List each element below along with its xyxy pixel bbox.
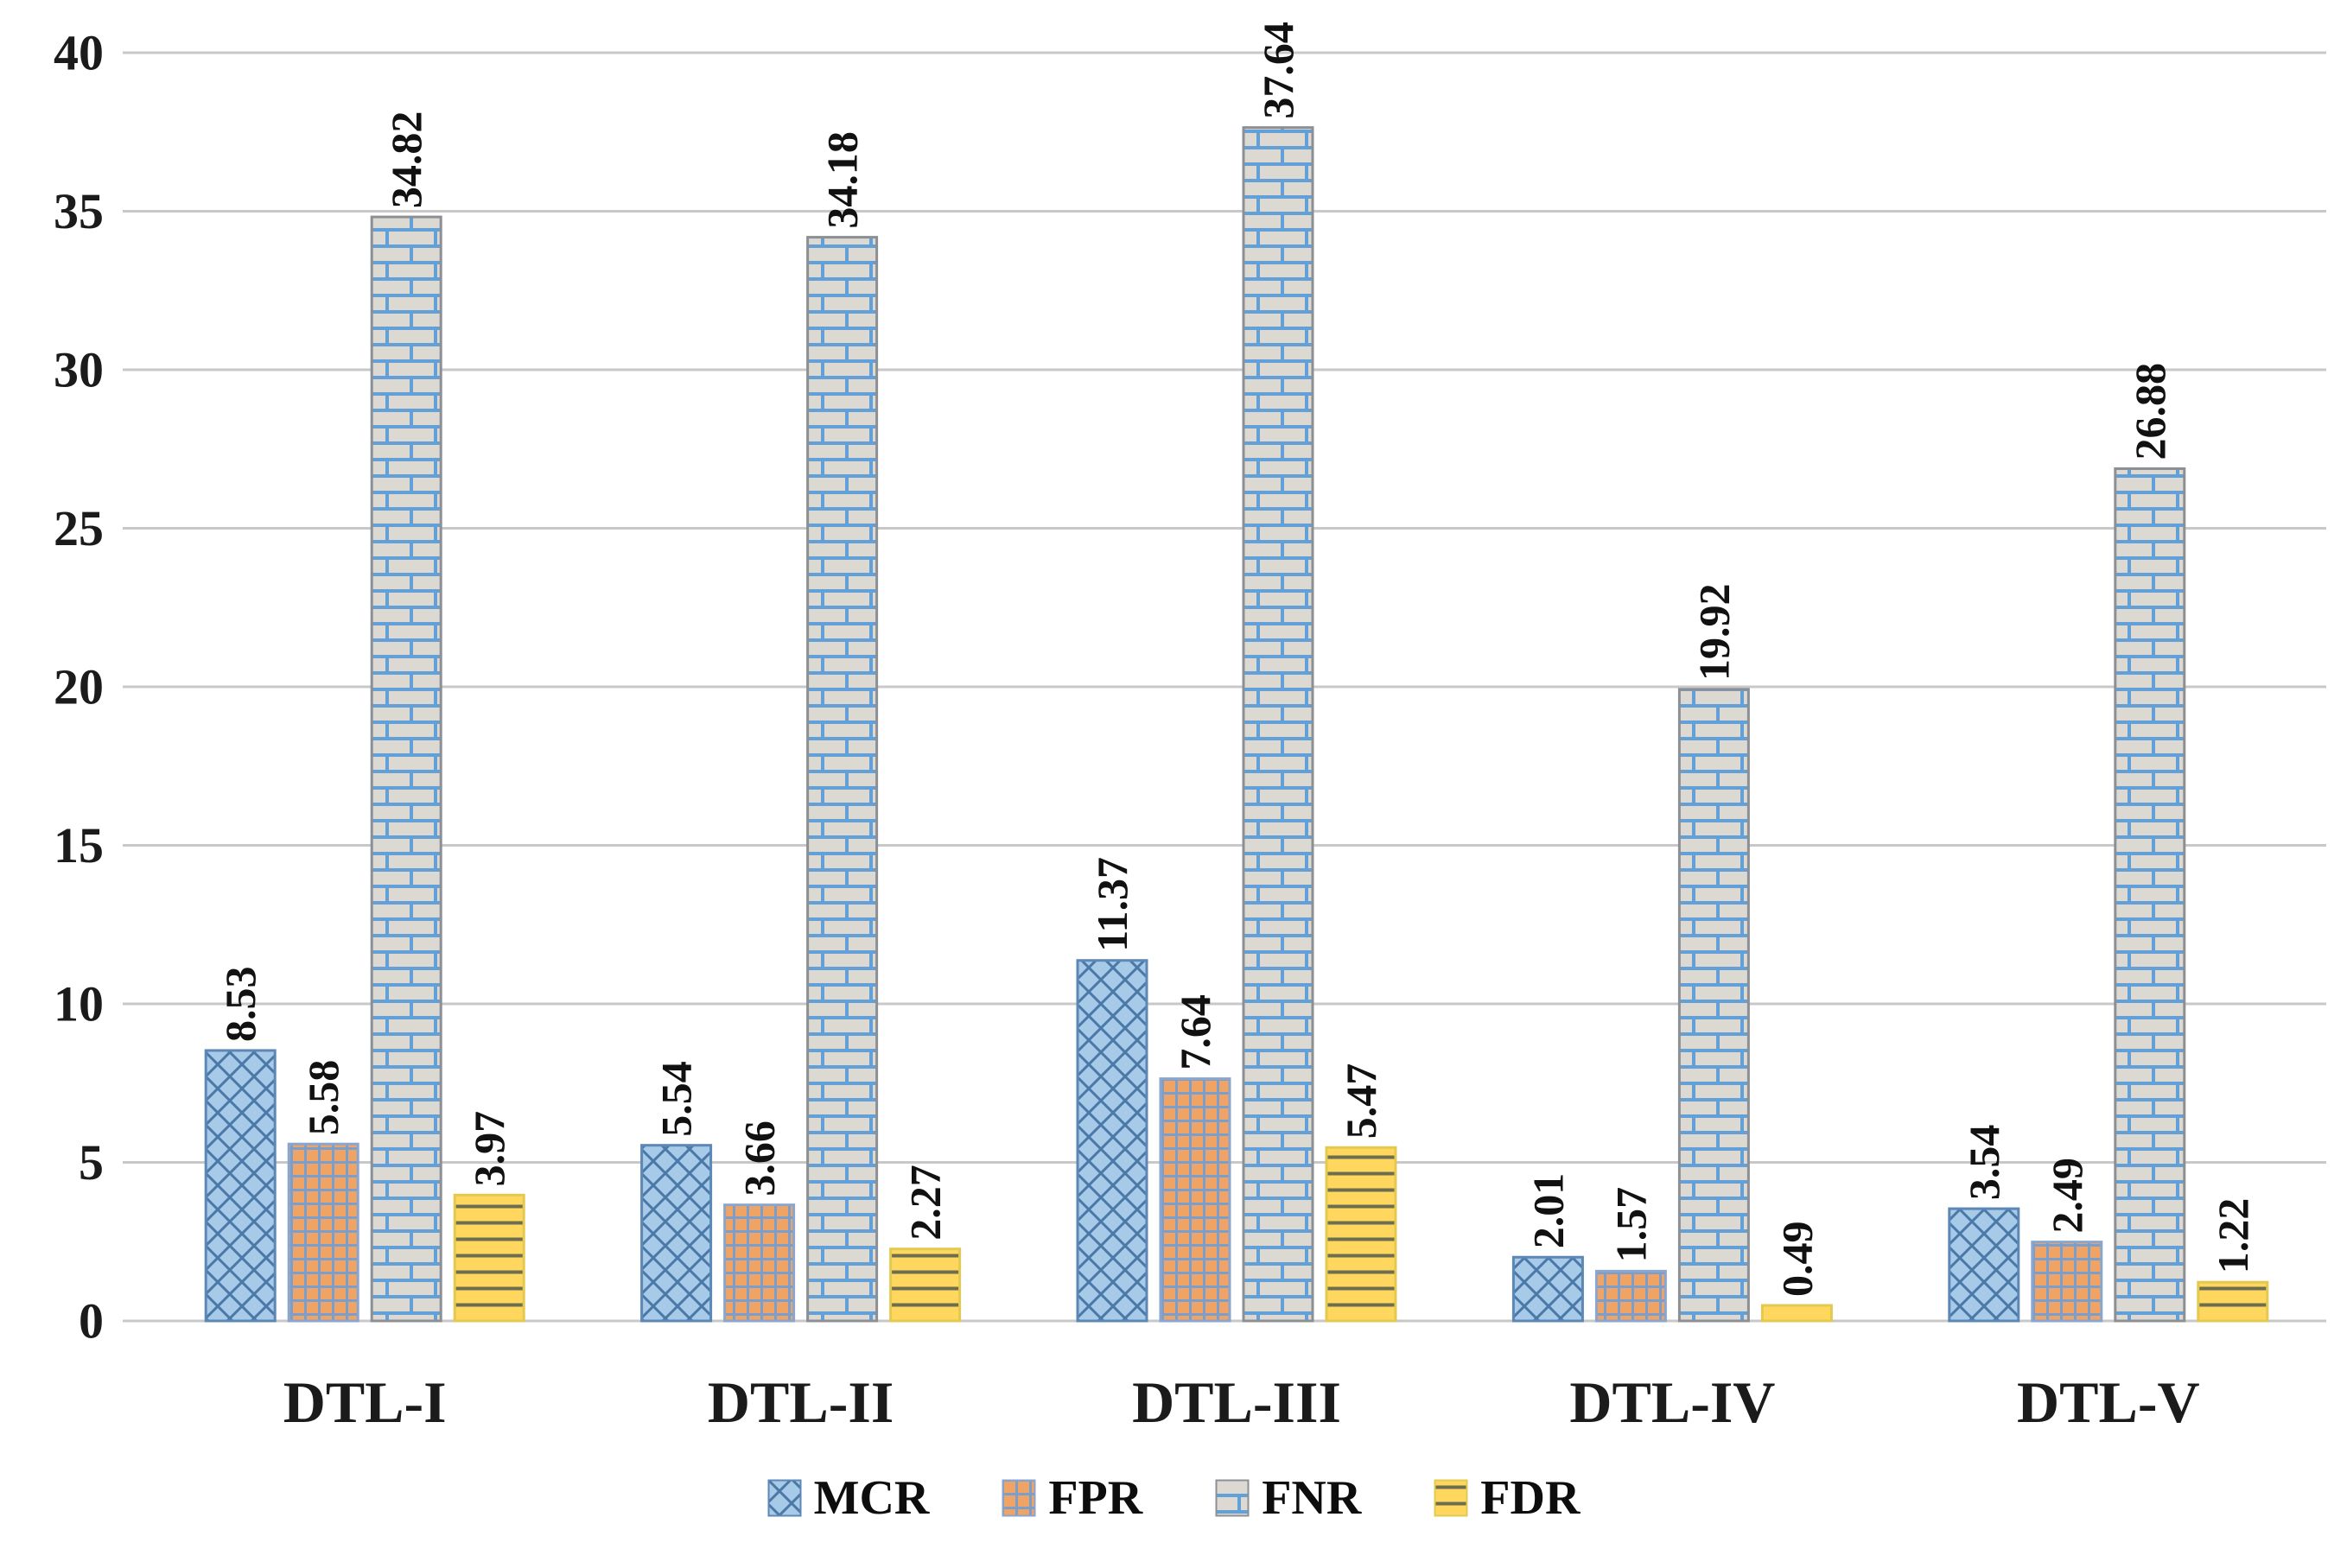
- bar-value-label-fdr-dtl-iii: 5.47: [1337, 1063, 1385, 1139]
- bar-value-label-fpr-dtl-i: 5.58: [299, 1060, 347, 1136]
- y-axis-tick-label: 15: [54, 817, 104, 873]
- bar-value-label-fnr-dtl-i: 34.82: [382, 111, 430, 209]
- y-axis-labels-layer: 0 5 10 15 20 25 30 35 40: [54, 25, 104, 1349]
- bar-value-label-mcr-dtl-ii: 5.54: [652, 1061, 701, 1137]
- x-axis-category-label: DTL-I: [283, 1369, 447, 1435]
- bar-fdr-dtl-ii: [889, 1247, 962, 1323]
- bar-value-label-mcr-dtl-v: 3.54: [1960, 1125, 2008, 1201]
- bar-value-label-fdr-dtl-ii: 2.27: [901, 1165, 950, 1241]
- bar-mcr-dtl-i: [204, 1049, 277, 1323]
- bar-fdr-dtl-i: [453, 1193, 525, 1323]
- legend-label-fnr: FNR: [1262, 1471, 1362, 1525]
- bar-fnr-dtl-v: [2114, 467, 2186, 1323]
- y-axis-tick-label: 25: [54, 500, 104, 556]
- bar-fnr-dtl-ii: [806, 236, 879, 1323]
- x-axis-category-label: DTL-II: [708, 1369, 894, 1435]
- y-axis-tick-label: 10: [54, 976, 104, 1032]
- bar-fdr-dtl-iii: [1325, 1146, 1397, 1323]
- y-axis-tick-label: 0: [79, 1293, 104, 1349]
- bar-fnr-dtl-i: [370, 215, 442, 1323]
- legend-item-fpr: FPR: [1002, 1474, 1142, 1522]
- bar-fpr-dtl-ii: [723, 1203, 796, 1323]
- bar-value-label-mcr-dtl-iv: 2.01: [1523, 1173, 1572, 1249]
- bar-mcr-dtl-iii: [1076, 959, 1148, 1323]
- bar-value-label-fpr-dtl-iii: 7.64: [1171, 994, 1219, 1070]
- gridlines-layer: [123, 51, 2326, 1323]
- legend-item-mcr: MCR: [767, 1471, 930, 1525]
- bar-fpr-dtl-iv: [1594, 1269, 1667, 1323]
- bars-layer: [204, 126, 2269, 1323]
- y-axis-tick-label: 40: [54, 25, 104, 81]
- y-axis-tick-label: 30: [54, 342, 104, 398]
- legend-label-mcr: MCR: [813, 1471, 930, 1525]
- bar-value-label-fnr-dtl-ii: 34.18: [818, 131, 867, 229]
- y-axis-tick-label: 20: [54, 659, 104, 715]
- bar-mcr-dtl-v: [1948, 1207, 2020, 1323]
- bar-fnr-dtl-iv: [1677, 688, 1750, 1323]
- bar-mcr-dtl-iv: [1511, 1255, 1584, 1323]
- legend-swatch-fpr-icon: [1002, 1479, 1036, 1517]
- bar-value-label-fdr-dtl-iv: 0.49: [1772, 1222, 1821, 1298]
- x-axis-category-label: DTL-V: [2017, 1369, 2200, 1435]
- bar-fnr-dtl-iii: [1242, 126, 1314, 1323]
- legend-item-fdr: FDR: [1434, 1474, 1580, 1522]
- x-axis-category-label: DTL-IV: [1569, 1369, 1775, 1435]
- bar-fpr-dtl-iii: [1159, 1077, 1231, 1323]
- bar-mcr-dtl-ii: [640, 1144, 713, 1323]
- bar-value-label-fpr-dtl-ii: 3.66: [735, 1120, 784, 1197]
- bar-fdr-dtl-iv: [1760, 1304, 1833, 1323]
- y-axis-tick-label: 35: [54, 183, 104, 239]
- bar-value-label-fpr-dtl-iv: 1.57: [1606, 1187, 1655, 1263]
- legend-swatch-mcr-icon: [767, 1479, 802, 1517]
- bar-value-label-fnr-dtl-v: 26.88: [2126, 363, 2174, 460]
- chart-legend: MCR FPR FNR FDR: [0, 1474, 2347, 1522]
- x-axis-labels-layer: DTL-I DTL-II DTL-III DTL-IV DTL-V: [283, 1369, 2200, 1435]
- bar-fpr-dtl-i: [287, 1142, 359, 1323]
- legend-item-fnr: FNR: [1215, 1474, 1361, 1522]
- bar-value-label-fpr-dtl-v: 2.49: [2043, 1158, 2091, 1234]
- bar-fdr-dtl-v: [2197, 1280, 2269, 1323]
- bar-value-label-fdr-dtl-i: 3.97: [465, 1111, 513, 1187]
- legend-swatch-fdr-icon: [1434, 1479, 1468, 1517]
- bar-value-label-fdr-dtl-v: 1.22: [2209, 1198, 2257, 1274]
- bar-fpr-dtl-v: [2031, 1241, 2103, 1323]
- legend-label-fdr: FDR: [1480, 1471, 1581, 1525]
- bar-value-labels-layer: 8.53 5.58 34.82 3.97 5.54 3.66 34.18 2.27 11.37 7…: [216, 22, 2257, 1297]
- legend-label-fpr: FPR: [1048, 1471, 1143, 1525]
- bar-value-label-fnr-dtl-iv: 19.92: [1689, 583, 1738, 680]
- x-axis-category-label: DTL-III: [1132, 1369, 1341, 1435]
- bar-value-label-fnr-dtl-iii: 37.64: [1254, 22, 1302, 119]
- bar-value-label-mcr-dtl-iii: 11.37: [1088, 857, 1136, 952]
- y-axis-tick-label: 5: [79, 1134, 104, 1190]
- bar-value-label-mcr-dtl-i: 8.53: [216, 966, 264, 1042]
- legend-swatch-fnr-icon: [1215, 1479, 1250, 1517]
